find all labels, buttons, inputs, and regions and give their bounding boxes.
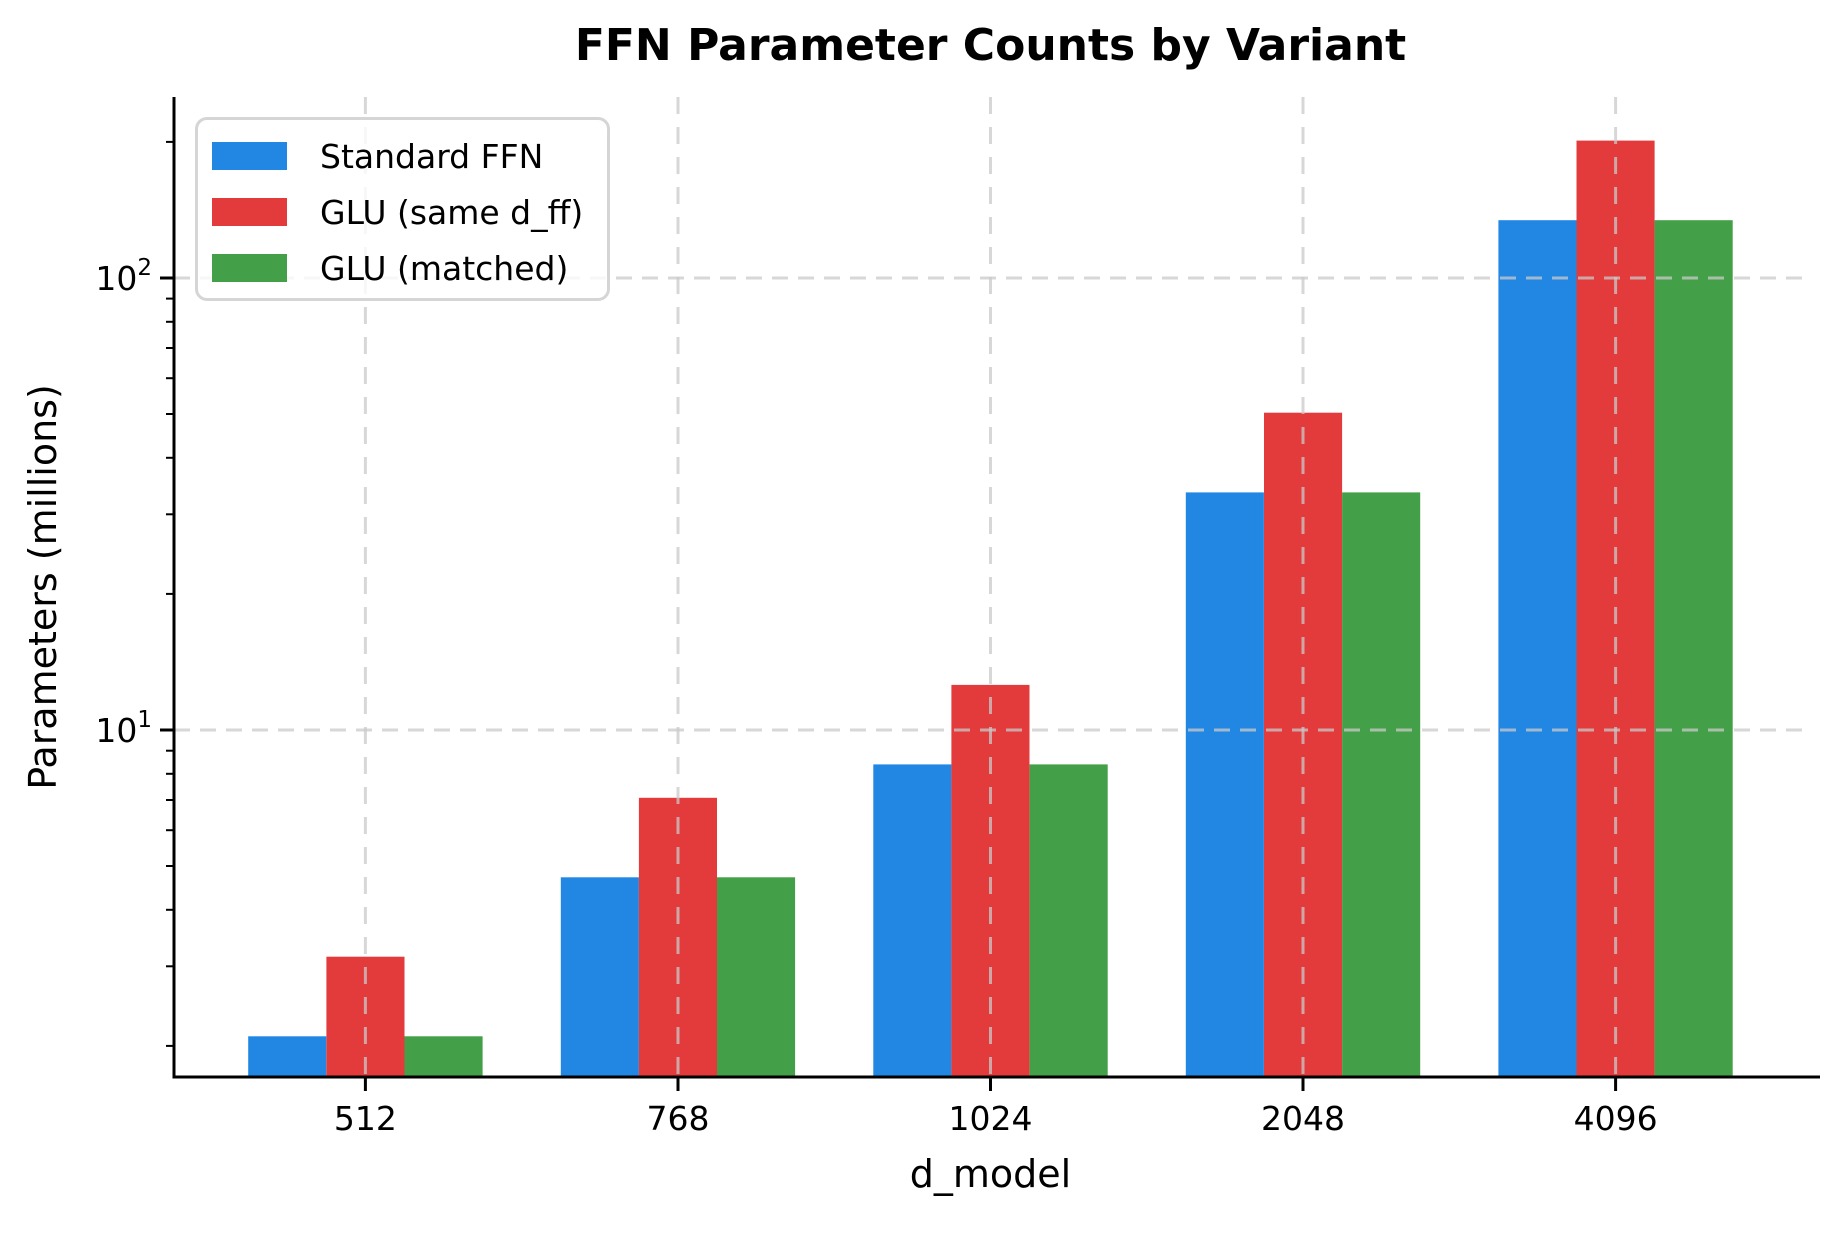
legend-swatch-standard-ffn <box>212 142 287 170</box>
y-tick-label-10e1: 101 <box>95 707 152 750</box>
bar-glu-matched-2048 <box>1342 492 1421 1077</box>
bar-standard-ffn-2048 <box>1185 492 1264 1077</box>
x-tick-label-512: 512 <box>334 1099 397 1138</box>
bar-standard-ffn-1024 <box>873 764 952 1077</box>
y-axis-label: Parameters (millions) <box>21 384 65 790</box>
x-tick-label-768: 768 <box>647 1099 710 1138</box>
legend-item-glu-matched: GLU (matched) <box>212 240 607 296</box>
legend-item-glu-same-d-ff: GLU (same d_ff) <box>212 184 607 240</box>
y-tick-label-10e2: 102 <box>95 255 152 298</box>
x-tick-label-4096: 4096 <box>1574 1099 1658 1138</box>
legend-label-standard-ffn: Standard FFN <box>320 136 544 176</box>
legend-label-glu-matched: GLU (matched) <box>320 248 569 288</box>
legend-label-glu-same-d-ff: GLU (same d_ff) <box>320 192 584 232</box>
legend-item-standard-ffn: Standard FFN <box>212 128 607 184</box>
bar-standard-ffn-768 <box>560 877 639 1077</box>
legend-swatch-glu-matched <box>212 254 287 282</box>
legend-swatch-glu-same-d-ff <box>212 198 287 226</box>
x-axis-label: d_model <box>909 1152 1072 1196</box>
bar-glu-matched-1024 <box>1029 764 1108 1077</box>
bar-glu-matched-4096 <box>1654 220 1733 1077</box>
tick-label-group: 101 102 512 768 1024 2048 4096 <box>95 255 1657 1138</box>
bar-glu-matched-512 <box>404 1036 483 1077</box>
chart-title: FFN Parameter Counts by Variant <box>574 20 1407 71</box>
legend: Standard FFN GLU (same d_ff) GLU (matched) <box>195 117 610 301</box>
axes-group <box>160 97 1820 1091</box>
bar-standard-ffn-4096 <box>1498 220 1577 1077</box>
x-tick-label-2048: 2048 <box>1261 1099 1345 1138</box>
bar-standard-ffn-512 <box>248 1036 327 1077</box>
x-tick-label-1024: 1024 <box>949 1099 1033 1138</box>
bar-glu-matched-768 <box>717 877 796 1077</box>
